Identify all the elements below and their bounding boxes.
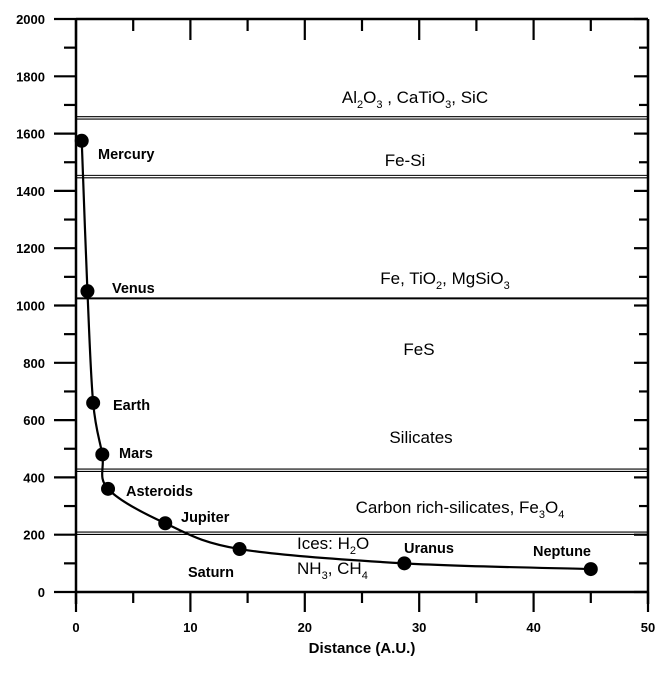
marker-mars <box>95 447 110 462</box>
band-label-nh3-ch4: NH3, CH4 <box>297 559 368 582</box>
y-tick-label: 1400 <box>16 184 45 199</box>
y-tick-label: 1200 <box>16 241 45 256</box>
band-label-carbon-rich: Carbon rich-silicates, Fe3O4 <box>356 498 565 521</box>
band-label-ices: Ices: H2O <box>297 534 369 557</box>
x-axis-title: Distance (A.U.) <box>309 640 416 657</box>
x-tick-labels: 0 10 20 30 40 50 <box>72 620 655 635</box>
y-tick-label: 1600 <box>16 127 45 142</box>
marker-venus <box>80 284 95 299</box>
y-tick-label: 1800 <box>16 69 45 84</box>
band-label-fes: FeS <box>403 340 434 359</box>
band-label-fe-tio2: Fe, TiO2, MgSiO3 <box>380 269 509 292</box>
label-asteroids: Asteroids <box>126 484 193 500</box>
label-mercury: Mercury <box>98 147 154 163</box>
label-saturn: Saturn <box>188 565 234 581</box>
y-tick-label: 1000 <box>16 299 45 314</box>
y-tick-label: 600 <box>23 413 45 428</box>
x-tick-label: 0 <box>72 620 79 635</box>
y-tick-label: 800 <box>23 356 45 371</box>
marker-saturn <box>232 542 247 557</box>
label-jupiter: Jupiter <box>181 510 230 526</box>
x-tick-label: 10 <box>183 620 197 635</box>
label-neptune: Neptune <box>533 544 591 560</box>
axes <box>54 17 650 612</box>
marker-jupiter <box>158 516 173 531</box>
y-tick-label: 200 <box>23 528 45 543</box>
x-tick-label: 20 <box>298 620 312 635</box>
label-mars: Mars <box>119 446 153 462</box>
x-tick-label: 30 <box>412 620 426 635</box>
band-label-al2o3: Al2O3 , CaTiO3, SiC <box>342 88 488 111</box>
y-tick-label: 400 <box>23 470 45 485</box>
marker-neptune <box>583 562 598 577</box>
band-label-fe-si: Fe-Si <box>385 151 426 170</box>
y-tick-label: 0 <box>38 585 45 600</box>
label-earth: Earth <box>113 398 150 414</box>
x-tick-label: 50 <box>641 620 655 635</box>
data-markers <box>74 133 598 577</box>
marker-uranus <box>397 556 412 571</box>
band-label-silicates: Silicates <box>389 428 452 447</box>
y-tick-label: 2000 <box>16 12 45 27</box>
marker-asteroids <box>101 481 116 496</box>
label-uranus: Uranus <box>404 541 454 557</box>
marker-earth <box>86 395 101 410</box>
x-tick-label: 40 <box>526 620 540 635</box>
y-tick-labels: 0 200 400 600 800 1000 1200 1400 1600 1800 2000 <box>16 12 45 600</box>
marker-mercury <box>74 133 89 148</box>
band-lines <box>76 116 648 536</box>
label-venus: Venus <box>112 281 155 297</box>
